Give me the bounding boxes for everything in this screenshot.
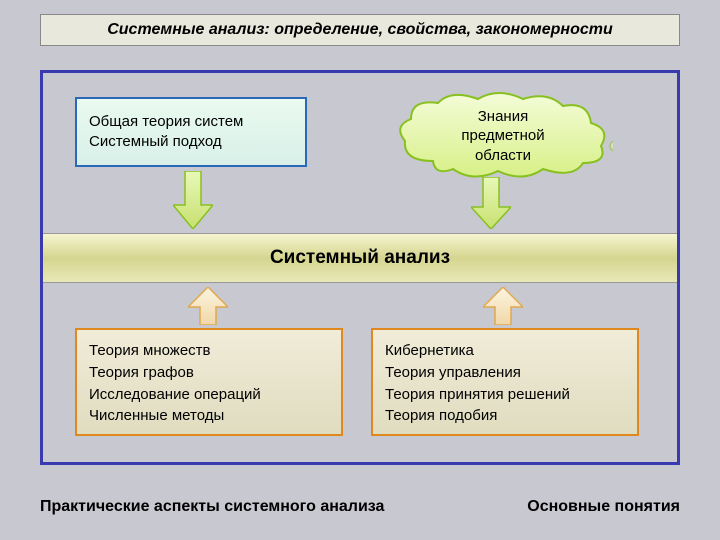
line: Теория подобия xyxy=(385,405,625,427)
knowledge-cloud: Знания предметной области xyxy=(393,91,613,181)
line: Системный подход xyxy=(89,132,305,152)
footer-right-text: Основные понятия xyxy=(527,498,680,516)
line: Теория управления xyxy=(385,362,625,384)
cybernetics-box: Кибернетика Теория управления Теория при… xyxy=(371,328,639,436)
line: Численные методы xyxy=(89,405,329,427)
title-text: Системные анализ: определение, свойства,… xyxy=(107,21,613,39)
line: области xyxy=(461,146,544,166)
line: Теория множеств xyxy=(89,340,329,362)
arrow-up-icon xyxy=(188,287,228,325)
math-theories-box: Теория множеств Теория графов Исследован… xyxy=(75,328,343,436)
line: Кибернетика xyxy=(385,340,625,362)
main-frame: Общая теория систем Системный подход Зна… xyxy=(40,70,680,465)
title-bar: Системные анализ: определение, свойства,… xyxy=(40,14,680,46)
line: Знания xyxy=(461,107,544,127)
line: предметной xyxy=(461,126,544,146)
system-analysis-bar: Системный анализ xyxy=(43,233,677,283)
general-theory-box: Общая теория систем Системный подход xyxy=(75,97,307,167)
arrow-down-icon xyxy=(471,177,511,229)
line: Исследование операций xyxy=(89,384,329,406)
footer-left-text: Практические аспекты системного анализа xyxy=(40,498,384,516)
center-text: Системный анализ xyxy=(270,247,450,269)
line: Теория принятия решений xyxy=(385,384,625,406)
line: Теория графов xyxy=(89,362,329,384)
cloud-text: Знания предметной области xyxy=(393,91,613,181)
arrow-down-icon xyxy=(173,171,213,229)
arrow-up-icon xyxy=(483,287,523,325)
line: Общая теория систем xyxy=(89,112,305,132)
